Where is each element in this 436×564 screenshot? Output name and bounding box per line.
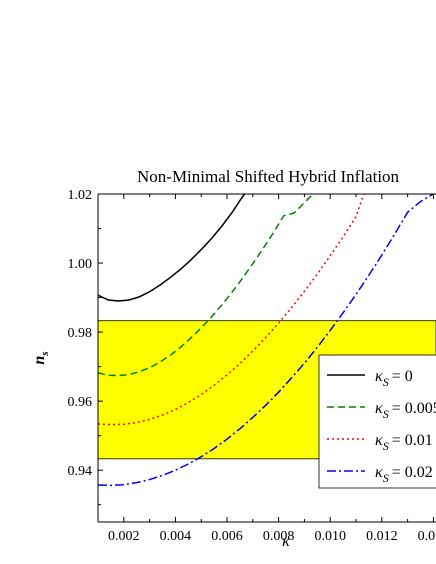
y-tick-label: 0.94: [68, 464, 93, 479]
series-line-0: [98, 194, 246, 302]
legend-label-1: κS = 0.005: [375, 400, 436, 421]
x-tick-label: 0.012: [366, 529, 398, 544]
legend-box: [318, 354, 436, 489]
legend-label-2: κS = 0.01: [375, 432, 433, 453]
series-line-1: [98, 194, 315, 377]
y-tick-label: 0.96: [68, 395, 93, 410]
x-axis-label: κ: [282, 533, 290, 550]
y-axis-label: ns: [31, 351, 51, 364]
series-line-3: [98, 194, 435, 487]
legend-label-0: κS = 0: [375, 368, 413, 389]
x-tick-label: 0.010: [314, 529, 346, 544]
y-axis-label-text: ns: [31, 351, 51, 364]
y-tick-label: 1.00: [68, 257, 93, 272]
x-tick-label: 0.006: [211, 529, 243, 544]
x-tick-label: 0.004: [160, 529, 192, 544]
y-tick-label: 1.02: [68, 188, 93, 203]
x-tick-label: 0.014: [418, 529, 436, 544]
series-line-2: [98, 194, 365, 426]
legend-label-3: κS = 0.02: [375, 464, 433, 485]
x-tick-label: 0.008: [263, 529, 295, 544]
axes-layer: 0.002 0.004 0.006 0.008 0.010 0.012 0.014 0.94 0…: [68, 188, 436, 544]
chart-title: Non-Minimal Shifted Hybrid Inflation: [137, 167, 400, 186]
x-tick-label: 0.002: [108, 529, 140, 544]
y-tick-label: 0.98: [68, 326, 93, 341]
series-layer: [98, 194, 435, 487]
legend: κS = 0 κS = 0.005 κS = 0.01 κS = 0.02: [318, 354, 436, 489]
